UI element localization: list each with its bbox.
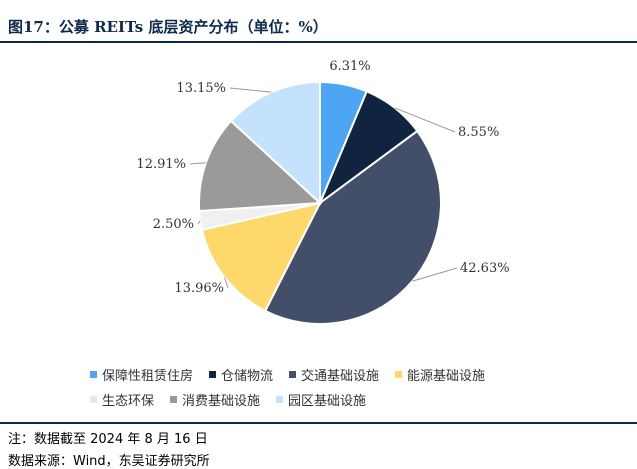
data-label-2: 8.55% xyxy=(458,125,499,140)
legend-swatch xyxy=(289,371,297,378)
leader-line-5 xyxy=(197,220,201,225)
legend-swatch xyxy=(395,371,403,378)
leader-line-4 xyxy=(224,277,229,289)
bottom-divider xyxy=(0,422,637,424)
legend-item-3: 交通基础设施 xyxy=(289,365,379,384)
legend-label: 保障性租赁住房 xyxy=(102,369,194,384)
pie-slice-7 xyxy=(229,80,321,206)
data-label-5: 2.50% xyxy=(153,217,194,232)
data-label-3: 42.63% xyxy=(460,261,510,276)
data-label-1: 6.31% xyxy=(329,59,370,74)
legend-item-1: 保障性租赁住房 xyxy=(90,365,193,384)
pie-slice-6 xyxy=(198,119,323,213)
chart-legend: 保障性租赁住房 仓储物流 交通基础设施 能源基础设施生态环保 消费基础设施 园区基础设施 xyxy=(90,365,560,409)
legend-label: 园区基础设施 xyxy=(288,394,367,409)
top-divider xyxy=(0,41,637,43)
leader-line-3 xyxy=(412,267,458,282)
data-label-4: 13.96% xyxy=(174,281,224,296)
legend-label: 生态环保 xyxy=(102,394,155,409)
data-source: 数据来源：Wind，东吴证券研究所 xyxy=(8,454,210,469)
pie-slice-4 xyxy=(200,201,322,313)
pie-chart: 6.31% 8.55% 42.63% 13.96% 2.50% 12.91% 13.15% xyxy=(136,59,510,325)
legend-item-5: 生态环保 xyxy=(90,390,154,409)
footnote: 注：数据截至 2024 年 8 月 16 日 xyxy=(8,432,208,447)
leader-line-2 xyxy=(394,107,456,133)
legend-swatch xyxy=(90,396,97,403)
legend-item-4: 能源基础设施 xyxy=(395,365,485,384)
data-label-7: 13.15% xyxy=(176,81,226,96)
legend-label: 能源基础设施 xyxy=(407,369,486,384)
pie-slice-3 xyxy=(263,129,442,325)
legend-item-2: 仓储物流 xyxy=(209,365,273,384)
legend-swatch xyxy=(90,371,97,378)
legend-swatch xyxy=(170,396,178,403)
legend-swatch xyxy=(209,371,217,378)
data-label-6: 12.91% xyxy=(136,157,186,172)
figure-title: 图17：公募 REITs 底层资产分布（单位：%） xyxy=(8,18,328,36)
legend-swatch xyxy=(276,396,284,403)
leader-line-7 xyxy=(229,87,272,93)
legend-item-6: 消费基础设施 xyxy=(170,390,260,409)
leader-line-6 xyxy=(189,162,206,165)
legend-label: 仓储物流 xyxy=(221,369,274,384)
legend-label: 消费基础设施 xyxy=(182,394,261,409)
legend-item-7: 园区基础设施 xyxy=(276,390,366,409)
legend-label: 交通基础设施 xyxy=(301,369,380,384)
